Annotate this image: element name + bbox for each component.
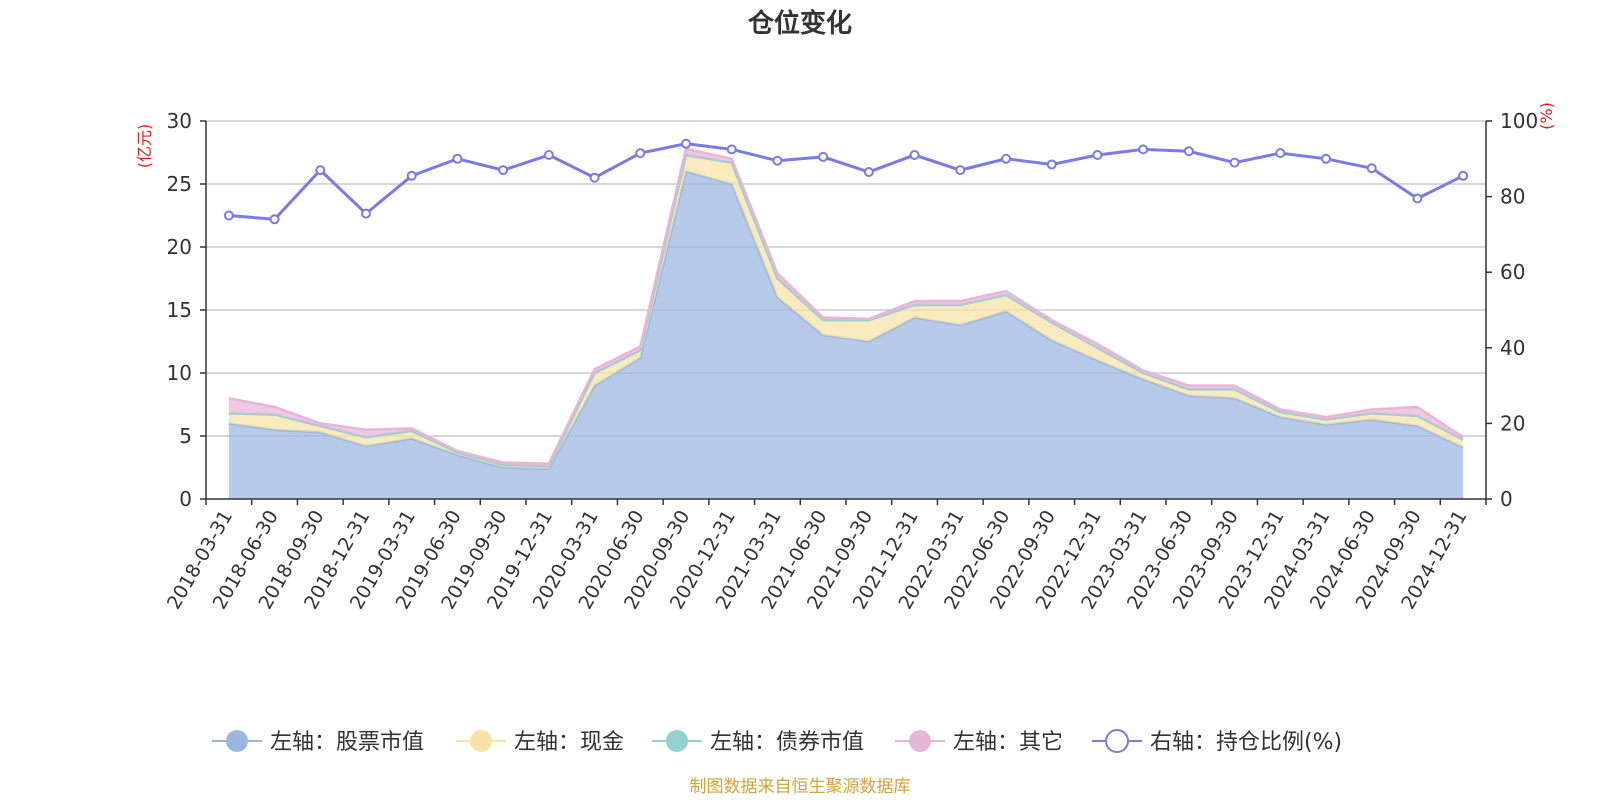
ratio-point [1412,193,1423,204]
legend-stock-value[interactable]: 左轴：股票市值 [212,730,424,755]
legend-other[interactable]: 左轴：其它 [895,730,1063,755]
left-axis-tick-label: 30 [167,109,192,133]
ratio-point [1183,146,1194,157]
right-axis-tick-label: 60 [1500,260,1525,284]
right-axis-tick-label: 80 [1500,185,1525,209]
legend-bond-value[interactable]: 左轴：债券市值 [652,730,864,755]
ratio-point [1366,163,1377,174]
right-axis-tick-label: 0 [1500,487,1513,511]
ratio-point [543,150,554,161]
legend-label: 右轴：持仓比例(%) [1150,730,1342,755]
left-axis-tick-label: 0 [179,487,192,511]
ratio-point [772,155,783,166]
ratio-point [223,210,234,221]
area-series [228,171,1464,499]
ratio-point [1092,150,1103,161]
ratio-line [228,142,1464,221]
ratio-point [1229,157,1240,168]
ratio-point [589,172,600,183]
legend-marker-icon [226,730,248,752]
ratio-point [635,148,646,159]
legend-marker-icon [1105,729,1129,753]
ratio-point [681,138,691,149]
data-source-note: 制图数据来自恒生聚源数据库 [690,777,911,797]
ratio-point [1275,148,1286,159]
legend-marker-icon [666,730,688,752]
ratio-line-series [223,138,1469,225]
legend: 左轴：股票市值 左轴：现金 左轴：债券市值 左轴：其它 右轴：持仓比例(%) [212,729,1342,755]
right-axis-tick-label: 40 [1500,336,1525,360]
legend-label: 左轴：债券市值 [710,730,864,755]
ratio-point [498,165,509,176]
ratio-point [818,151,829,162]
ratio-point [1001,153,1011,164]
legend-label: 左轴：其它 [953,730,1063,755]
chart-title: 仓位变化 [747,8,852,39]
ratio-point [863,167,874,178]
ratio-point [1458,170,1469,181]
legend-position-ratio[interactable]: 右轴：持仓比例(%) [1092,729,1342,755]
left-axis-tick-label: 10 [167,361,192,385]
left-axis-tick-label: 15 [167,298,192,322]
legend-label: 左轴：股票市值 [270,730,424,755]
legend-label: 左轴：现金 [514,730,624,755]
ratio-point [269,214,280,225]
right-axis-tick-label: 20 [1500,411,1525,435]
ratio-point [1138,144,1149,155]
right-axis-unit: (%) [1537,102,1556,130]
ratio-point [315,165,326,176]
legend-cash[interactable]: 左轴：现金 [456,730,624,755]
area-series-line [228,147,1464,465]
ratio-point [452,153,463,164]
ratio-point [1321,153,1331,164]
ratio-point [361,208,371,219]
left-axis-unit: (亿元) [135,124,154,169]
left-axis-tick-label: 20 [167,235,192,259]
stacked-areas [228,147,1464,499]
legend-marker-icon [909,730,931,752]
right-axis-tick-label: 100 [1500,109,1538,133]
ratio-point [1046,159,1057,170]
left-axis-tick-label: 25 [167,172,192,196]
ratio-point [726,144,737,155]
ratio-point [955,165,966,176]
legend-marker-icon [470,730,492,752]
left-axis-tick-label: 5 [179,424,192,448]
area-series [228,155,1464,469]
ratio-point [406,170,417,181]
ratio-point [909,150,920,161]
